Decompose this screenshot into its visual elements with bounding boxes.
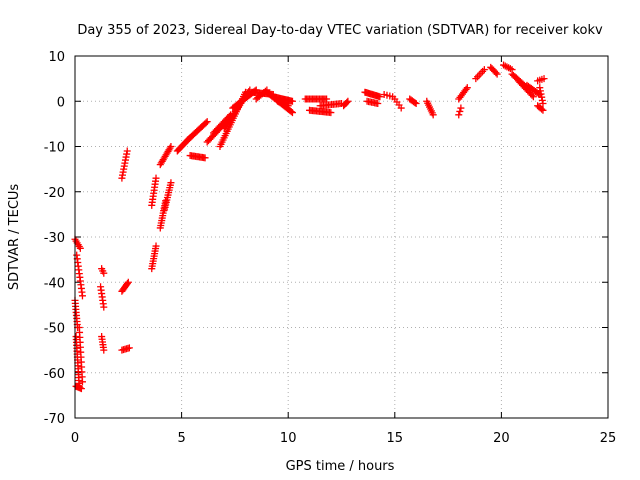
data-point	[411, 99, 419, 107]
data-point	[125, 344, 133, 352]
data-point	[287, 108, 295, 116]
data-point	[529, 93, 537, 101]
data-point	[203, 118, 211, 126]
x-axis-label: GPS time / hours	[286, 459, 395, 474]
data-point	[456, 107, 464, 115]
data-point	[539, 106, 547, 114]
data-point	[493, 70, 501, 78]
data-point	[100, 303, 108, 311]
data-point	[376, 93, 384, 101]
axis-ticks: -70 -60 -50 -40 -30 -20 -10 0 10 0 5 10 15 20 25	[44, 50, 617, 446]
data-point	[540, 75, 548, 83]
chart-title: Day 355 of 2023, Sidereal Day-to-day VTE…	[77, 23, 603, 38]
data-point	[288, 97, 296, 105]
y-tick-label: -40	[44, 276, 65, 291]
y-tick-label: -60	[44, 367, 65, 382]
data-points	[71, 61, 548, 393]
data-point	[123, 147, 131, 155]
x-tick-label: 10	[280, 431, 297, 446]
data-point	[397, 104, 405, 112]
data-point	[167, 143, 175, 150]
data-point	[539, 100, 547, 108]
data-point	[167, 179, 175, 187]
y-tick-label: -10	[44, 141, 65, 156]
data-point	[152, 174, 160, 182]
data-point	[538, 105, 546, 113]
data-point	[374, 100, 382, 108]
data-point	[463, 84, 471, 92]
data-point	[76, 244, 84, 252]
y-tick-label: -50	[44, 322, 65, 337]
x-tick-label: 15	[387, 431, 404, 446]
y-tick-label: 0	[57, 95, 65, 110]
data-point	[343, 98, 351, 106]
data-point	[284, 102, 292, 110]
grid-lines	[75, 56, 608, 418]
data-point	[429, 111, 437, 119]
y-tick-label: -70	[44, 412, 65, 427]
data-point	[124, 278, 132, 286]
data-point	[462, 85, 470, 93]
data-point	[201, 154, 209, 162]
y-axis-label: SDTVAR / TECUs	[7, 184, 22, 291]
data-point	[327, 109, 335, 117]
data-point	[412, 100, 420, 108]
data-point	[492, 69, 500, 77]
data-point	[202, 119, 210, 127]
data-point	[344, 97, 352, 105]
x-tick-label: 0	[71, 431, 79, 446]
data-point	[166, 144, 174, 152]
y-tick-label: -30	[44, 231, 65, 246]
data-point	[123, 280, 131, 288]
data-point	[100, 269, 108, 277]
y-tick-label: 10	[48, 50, 65, 65]
data-point	[528, 91, 536, 99]
data-point	[480, 66, 488, 74]
data-point	[323, 95, 331, 103]
x-tick-label: 25	[600, 431, 617, 446]
data-point	[457, 104, 465, 112]
data-point	[100, 346, 108, 354]
y-tick-label: -20	[44, 186, 65, 201]
data-point	[78, 292, 86, 300]
x-tick-label: 5	[177, 431, 185, 446]
x-tick-label: 20	[493, 431, 510, 446]
data-point	[77, 385, 85, 393]
data-point	[152, 242, 160, 250]
plot-frame	[74, 55, 609, 419]
data-point	[78, 378, 86, 386]
data-point	[288, 109, 296, 117]
data-point	[455, 111, 463, 119]
